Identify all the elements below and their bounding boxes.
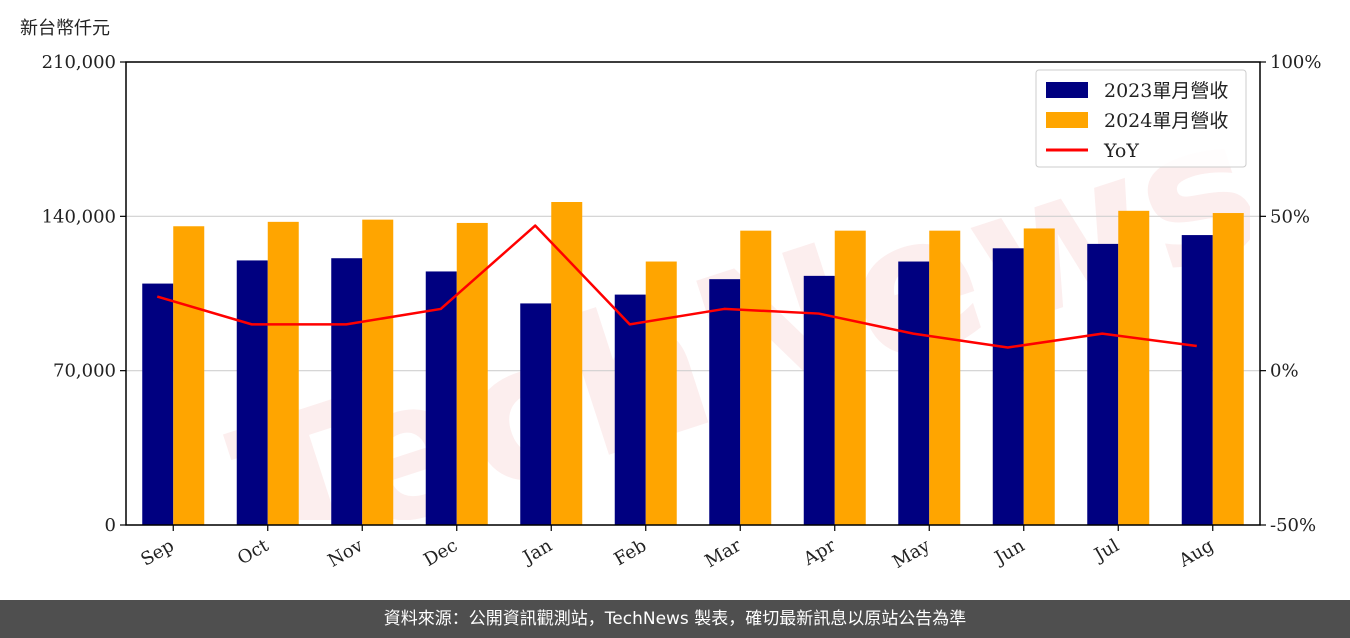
bar-2023 xyxy=(709,279,741,525)
legend-swatch xyxy=(1046,112,1088,128)
bar-2024 xyxy=(740,230,772,525)
bar-2023 xyxy=(992,248,1024,526)
y-right-tick-label: 100% xyxy=(1270,52,1321,73)
bar-2024 xyxy=(1023,228,1055,525)
legend-label: 2024單月營收 xyxy=(1104,110,1228,132)
bar-2024 xyxy=(1212,213,1244,525)
x-tick-label: Mar xyxy=(702,535,746,572)
y-right-tick-label: 0% xyxy=(1270,361,1299,382)
bar-2024 xyxy=(551,202,583,525)
legend: 2023單月營收 2024單月營收 YoY xyxy=(1035,69,1247,168)
x-tick-label: Jul xyxy=(1089,535,1123,567)
legend-box xyxy=(1035,69,1247,168)
x-tick-label: Feb xyxy=(611,535,651,570)
bar-2024 xyxy=(456,222,488,525)
y-left-tick-label: 210,000 xyxy=(42,52,116,73)
y-left-tick-label: 0 xyxy=(105,515,116,536)
x-tick-label: Jun xyxy=(990,535,1029,570)
bar-2024 xyxy=(929,230,961,525)
legend-swatch xyxy=(1046,82,1088,98)
bar-2023 xyxy=(1087,243,1119,525)
y-right-tick-label: -50% xyxy=(1270,515,1316,536)
bar-2023 xyxy=(614,294,646,525)
revenue-chart: 新台幣仟元 0 70,000 140,000 210,000 -50% 0% 50% 100%… xyxy=(20,18,1321,573)
bar-series xyxy=(142,202,1244,526)
bar-2024 xyxy=(173,226,205,525)
bar-2024 xyxy=(267,221,299,525)
x-tick-label: Nov xyxy=(324,535,367,572)
y-left-tick-label: 70,000 xyxy=(53,361,116,382)
bar-2024 xyxy=(645,261,677,525)
bar-2023 xyxy=(1181,235,1213,526)
bar-2024 xyxy=(834,230,866,525)
source-note: 資料來源：公開資訊觀測站，TechNews 製表，確切最新訊息以原站公告為準 xyxy=(383,609,967,629)
bar-2023 xyxy=(142,283,174,525)
x-tick-label: Sep xyxy=(137,535,177,570)
bar-2023 xyxy=(898,261,930,525)
y-unit-label: 新台幣仟元 xyxy=(20,18,110,39)
bar-2023 xyxy=(425,271,457,525)
x-tick-label: May xyxy=(889,535,934,573)
x-tick-label: Aug xyxy=(1175,535,1218,572)
bar-2023 xyxy=(803,275,835,525)
bar-2023 xyxy=(520,303,552,525)
x-tick-label: Jan xyxy=(518,535,556,569)
legend-label: 2023單月營收 xyxy=(1104,80,1228,102)
yoy-line-series xyxy=(156,224,1197,349)
source-footer: 資料來源：公開資訊觀測站，TechNews 製表，確切最新訊息以原站公告為準 xyxy=(0,600,1350,638)
x-tick-label: Oct xyxy=(234,535,273,570)
legend-label: YoY xyxy=(1103,140,1139,162)
bar-2023 xyxy=(236,260,268,525)
yoy-line xyxy=(156,224,1197,349)
x-tick-label: Apr xyxy=(799,535,839,570)
bar-2024 xyxy=(362,219,394,525)
y-left-tick-label: 140,000 xyxy=(42,206,116,227)
bar-2024 xyxy=(1118,210,1150,526)
bar-2023 xyxy=(331,258,363,525)
y-right-tick-label: 50% xyxy=(1270,206,1310,227)
plot-frame xyxy=(125,61,1261,526)
x-tick-label: Dec xyxy=(420,535,461,571)
